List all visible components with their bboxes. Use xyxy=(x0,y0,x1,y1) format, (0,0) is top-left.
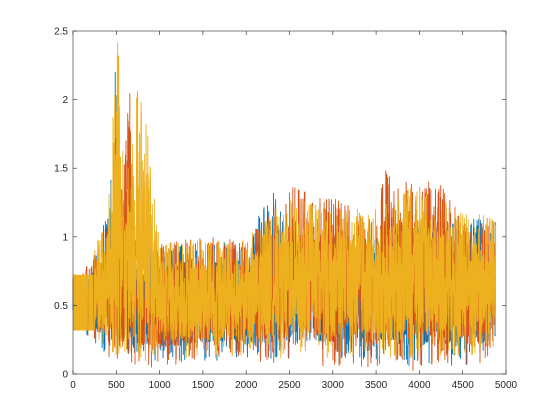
x-tick-label: 3000 xyxy=(322,380,345,391)
x-axis: 0 500 1000 1500 2000 2500 3000 3500 4000 4500 5000 xyxy=(70,31,518,391)
y-tick-label: 2 xyxy=(62,95,68,106)
y-tick-label: 2.5 xyxy=(54,27,68,38)
x-tick-label: 3500 xyxy=(365,380,388,391)
x-tick-label: 4000 xyxy=(408,380,431,391)
x-tick-label: 0 xyxy=(70,380,76,391)
x-tick-label: 500 xyxy=(108,380,125,391)
series-line-3 xyxy=(72,42,497,361)
y-tick-label: 1 xyxy=(62,232,68,243)
y-tick-label: 0 xyxy=(62,370,68,381)
series-layer xyxy=(72,42,497,371)
y-axis: 0 0.5 1 1.5 2 2.5 xyxy=(54,27,506,381)
x-tick-label: 5000 xyxy=(495,380,518,391)
x-tick-label: 1000 xyxy=(148,380,171,391)
x-tick-label: 2000 xyxy=(235,380,258,391)
x-tick-label: 1500 xyxy=(192,380,215,391)
x-tick-label: 4500 xyxy=(452,380,475,391)
y-tick-label: 1.5 xyxy=(54,164,68,175)
y-tick-label: 0.5 xyxy=(54,301,68,312)
x-tick-label: 2500 xyxy=(278,380,301,391)
